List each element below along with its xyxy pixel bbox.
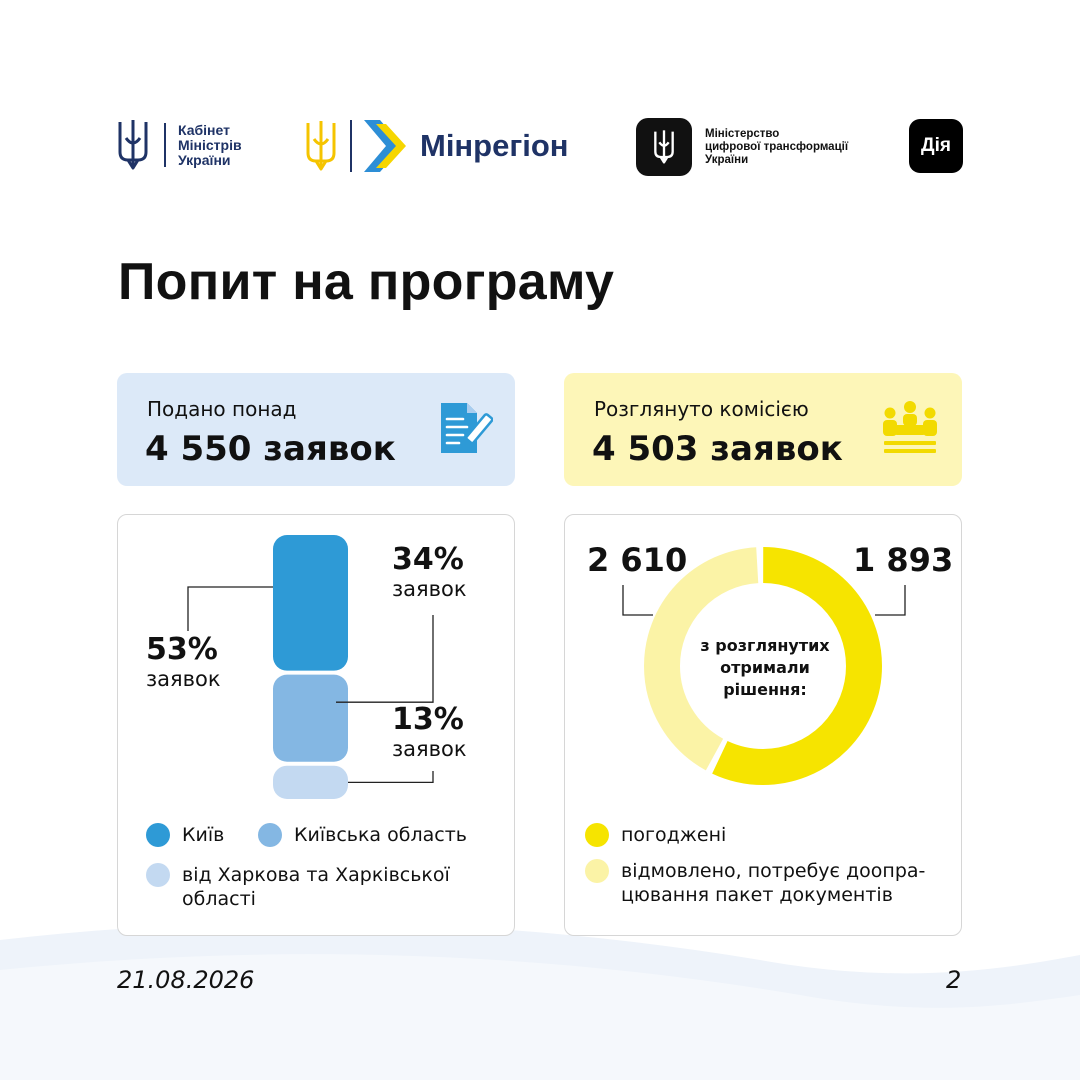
legend-label: від Харкова та Харківської області [182,863,450,911]
pct-value: 34% [392,542,464,577]
rejected-count: 1 893 [853,541,954,579]
trident-icon [306,121,336,171]
donut-slice [644,547,882,785]
regions-bar-chart [187,535,434,799]
pct-unit: заявок [146,667,221,691]
pct-value: 53% [146,632,218,667]
legend-dot [258,823,282,847]
reviewed-card: Розглянуто комісією 4 503 заявок [564,373,962,486]
background-wave [0,922,1080,1080]
bar-segment [273,674,348,762]
legend-label: відмовлено, потребує доопра- цювання пак… [621,859,925,907]
logo-separator [164,123,166,167]
donut-slice [644,547,882,785]
leader-line [336,615,434,703]
cabinet-logo: Кабінет Міністрів України [116,118,242,172]
legend-line: області [182,888,256,910]
legend-label: погоджені [621,824,727,846]
decisions-donut-chart [622,547,906,785]
legend-kharkiv: від Харкова та Харківської області [146,863,450,911]
leader-line [875,585,906,616]
submitted-label: Подано понад [147,397,297,421]
pct-value: 13% [392,702,464,737]
leader-line [348,771,434,784]
legend-line: відмовлено, потребує доопра- [621,860,926,882]
meeting-icon [883,401,937,453]
leader-line [622,585,653,616]
logo-separator [350,120,352,172]
legend-kyiv: Київ [146,823,224,847]
pct-unit: заявок [392,737,467,761]
legend-dot [585,823,609,847]
chevron-arrows-icon [364,120,406,172]
regions-chart-panel: 34% заявок 53% заявок 13% заявок Київ Ки… [117,514,515,936]
minregion-name: Мінрегіон [420,128,569,163]
submitted-card: Подано понад 4 550 заявок [117,373,515,486]
mintsyfra-badge [636,118,692,176]
footer-date: 21.08.2026 [117,966,255,994]
reviewed-value: 4 503 заявок [592,429,843,469]
legend-kyiv-oblast: Київська область [258,823,467,847]
donut-center-label: з розглянутих отримали рішення: [700,636,830,699]
bar-segment [273,535,348,671]
label-13: 13% заявок [392,702,467,762]
bar-segment [273,765,348,799]
legend-dot [146,823,170,847]
legend-dot [585,859,609,883]
leader-line [187,586,273,631]
mintsyfra-logo: Міністерство цифрової трансформації Укра… [636,118,848,176]
page-title: Попит на програму [118,253,615,311]
cabinet-name: Кабінет Міністрів України [178,121,242,168]
trident-icon [654,130,674,164]
page-number: 2 [946,966,962,994]
label-34: 34% заявок [392,542,467,602]
mintsyfra-name: Міністерство цифрової трансформації Укра… [705,127,849,166]
decisions-chart-panel: 2 610 1 893 з розглянутих отримали рішен… [564,514,962,936]
diia-logo: Дія [909,119,963,173]
legend-line: від Харкова та Харківської [182,864,450,886]
legend-label: Київська область [294,824,467,846]
legend-label: Київ [182,824,225,846]
pct-unit: заявок [392,577,467,601]
reviewed-label: Розглянуто комісією [594,397,809,421]
trident-icon [118,120,148,170]
legend-approved: погоджені [585,823,726,847]
label-53: 53% заявок [146,632,221,692]
minregion-logo: Мінрегіон [304,118,569,174]
legend-rejected: відмовлено, потребує доопра- цювання пак… [585,859,925,907]
document-edit-icon [441,403,493,453]
legend-dot [146,863,170,887]
submitted-value: 4 550 заявок [145,429,396,469]
legend-line: цювання пакет документів [621,884,893,906]
approved-count: 2 610 [587,541,688,579]
